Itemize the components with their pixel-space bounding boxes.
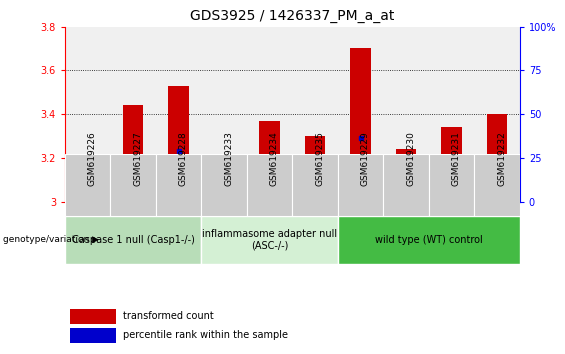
Bar [202,216,338,264]
Bar [156,154,202,216]
Text: genotype/variation ▶: genotype/variation ▶ [3,235,99,244]
Bar [350,48,371,202]
Bar [69,328,116,343]
Bar [338,216,520,264]
Bar [202,154,247,216]
Text: GSM619228: GSM619228 [179,132,188,186]
Text: GSM619234: GSM619234 [270,132,279,186]
Bar [65,216,202,264]
Text: percentile rank within the sample: percentile rank within the sample [123,330,288,341]
Text: GSM619232: GSM619232 [497,132,506,186]
Bar [168,86,189,202]
Text: GSM619229: GSM619229 [360,132,370,186]
Bar [247,154,293,216]
Bar [338,154,384,216]
Bar [441,127,462,202]
Text: GSM619227: GSM619227 [133,132,142,186]
Text: GSM619233: GSM619233 [224,131,233,187]
Bar [65,154,111,216]
Bar [123,105,144,202]
Text: GSM619235: GSM619235 [315,131,324,187]
Bar [429,154,475,216]
Bar [475,154,520,216]
Bar [259,121,280,202]
Text: GSM619231: GSM619231 [451,131,460,187]
Bar [69,309,116,324]
Text: inflammasome adapter null
(ASC-/-): inflammasome adapter null (ASC-/-) [202,229,337,251]
Text: transformed count: transformed count [123,311,214,321]
Text: GSM619230: GSM619230 [406,131,415,187]
Bar [214,182,234,202]
Title: GDS3925 / 1426337_PM_a_at: GDS3925 / 1426337_PM_a_at [190,9,394,23]
Text: GSM619226: GSM619226 [88,132,97,186]
Bar [384,154,429,216]
Bar [293,154,338,216]
Bar [77,154,98,202]
Bar [305,136,325,202]
Bar [396,149,416,202]
Text: wild type (WT) control: wild type (WT) control [375,235,483,245]
Bar [111,154,156,216]
Bar [487,114,507,202]
Text: Caspase 1 null (Casp1-/-): Caspase 1 null (Casp1-/-) [72,235,194,245]
